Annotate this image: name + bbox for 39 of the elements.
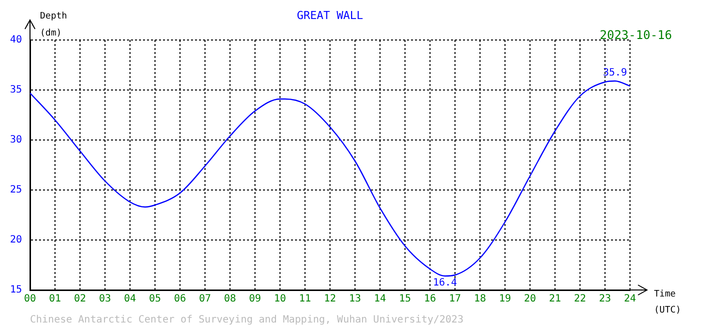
x-tick-label: 15 [398, 294, 412, 305]
x-tick-label: 07 [198, 294, 212, 305]
x-tick-label: 03 [98, 294, 112, 305]
x-tick-label: 13 [348, 294, 362, 305]
x-tick-label: 01 [48, 294, 62, 305]
x-tick-label: 05 [148, 294, 162, 305]
text: Chinese Antarctic Center of Surveying and Mapping, Wuhan University/2023 [30, 314, 464, 326]
y-tick-label: 40 [10, 34, 22, 46]
x-tick-label: 21 [548, 294, 562, 305]
x-tick-label: 02 [74, 294, 86, 305]
x-tick-label: 08 [224, 294, 236, 305]
x-tick-label: 12 [324, 294, 336, 305]
x-tick-label: 17 [448, 294, 462, 305]
x-tick-label: 19 [498, 294, 512, 305]
x-tick-label: 09 [248, 294, 262, 305]
chart-title: GREAT WALL [296, 8, 364, 22]
y-tick-label: 20 [10, 234, 22, 246]
x-tick-label: 00 [24, 294, 36, 305]
y-tick-label: 25 [10, 184, 22, 196]
y-tick-label: 35 [10, 84, 22, 96]
x-tick-label: 14 [374, 294, 386, 305]
y-axis-title: Depth (dm) [40, 11, 68, 38]
x-tick-label: 24 [624, 294, 636, 305]
x-tick-label: 10 [274, 294, 286, 305]
annotation: 16.4 [432, 278, 458, 289]
x-tick-label: 06 [174, 294, 186, 305]
x-tick-label: 04 [124, 294, 136, 305]
x-tick-label: 22 [574, 294, 586, 305]
line-series [30, 80, 630, 277]
x-tick-label: 11 [298, 294, 312, 305]
y-tick-label: 30 [10, 134, 22, 146]
annotation: 35.9 [602, 68, 628, 79]
x-tick-label: 16 [424, 294, 436, 305]
annotation: 2023-10-16 [600, 28, 672, 42]
x-axis-title: Time (UTC) [654, 289, 682, 316]
x-tick-label: 23 [598, 294, 612, 305]
y-tick-label: 15 [10, 284, 22, 296]
x-tick-label: 20 [524, 294, 536, 305]
x-tick-label: 18 [474, 294, 486, 305]
